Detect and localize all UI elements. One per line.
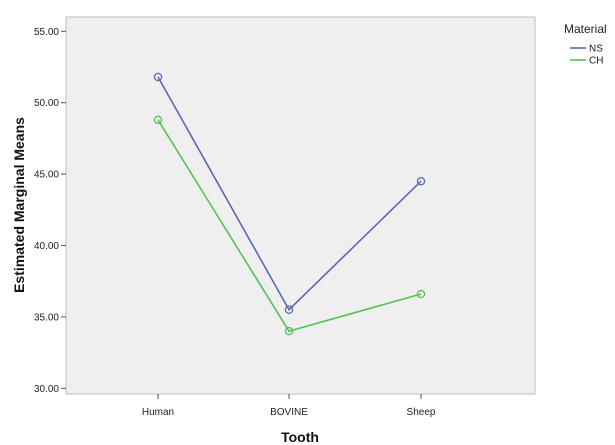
legend-label-ch: CH — [589, 56, 603, 67]
x-axis-title: Tooth — [281, 429, 319, 445]
x-tick-label: Human — [142, 407, 174, 418]
legend-label-ns: NS — [589, 44, 603, 55]
series-line-ns — [157, 76, 422, 312]
plot-area — [65, 16, 536, 395]
series-line-ch — [157, 119, 422, 333]
y-tick-label: 55.00 — [34, 27, 59, 38]
y-tick-label: 45.00 — [34, 170, 59, 181]
series-markers — [153, 72, 426, 336]
series-lines — [157, 76, 422, 333]
y-tick-label: 50.00 — [34, 98, 59, 109]
y-axis: 30.00 35.00 40.00 45.00 50.00 55.00 — [34, 27, 66, 395]
x-tick-label: Sheep — [407, 407, 436, 418]
data-point-ns — [416, 176, 426, 186]
x-axis: Human BOVINE Sheep — [142, 394, 436, 418]
y-axis-title: Estimated Marginal Means — [11, 117, 27, 293]
data-point-ns — [153, 72, 163, 82]
data-point-ch — [153, 115, 163, 125]
data-point-ns — [284, 305, 294, 314]
data-point-ch — [416, 289, 426, 299]
y-tick-label: 30.00 — [34, 384, 59, 395]
y-tick-label: 35.00 — [34, 312, 59, 323]
x-tick-label: BOVINE — [270, 407, 308, 418]
y-tick-label: 40.00 — [34, 241, 59, 252]
legend-title: Material — [564, 22, 607, 36]
data-point-ch — [284, 326, 294, 336]
